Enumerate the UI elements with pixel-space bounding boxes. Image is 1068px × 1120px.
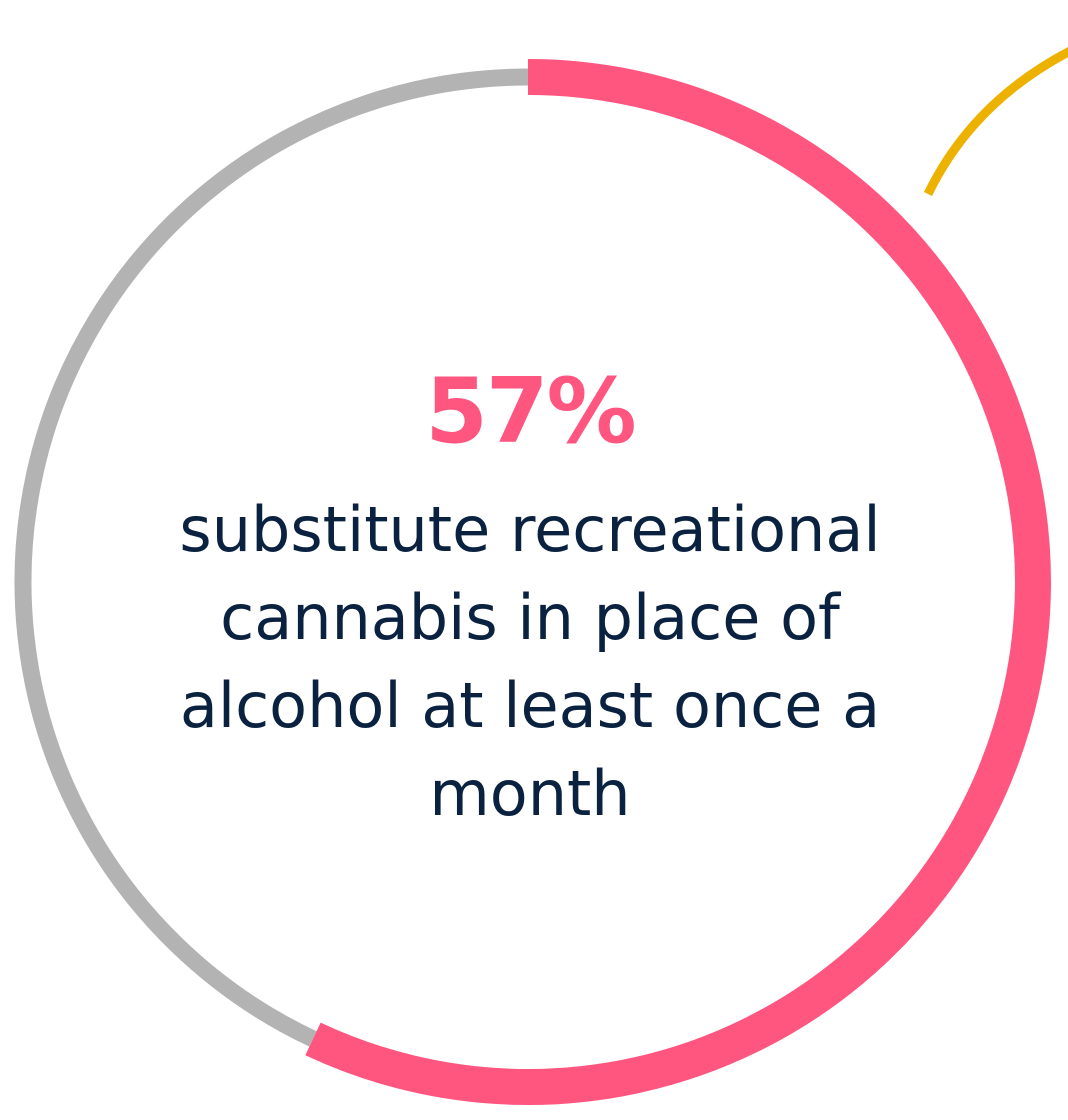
- donut-segment-highlight: [305, 59, 1051, 1105]
- stat-value: 57%: [425, 359, 636, 464]
- donut-ring: [14, 59, 1051, 1105]
- donut-segment-remainder: [14, 68, 529, 1047]
- stat-description: substitute recreational cannabis in plac…: [179, 493, 881, 830]
- accent-ring-arc: [923, 47, 1068, 196]
